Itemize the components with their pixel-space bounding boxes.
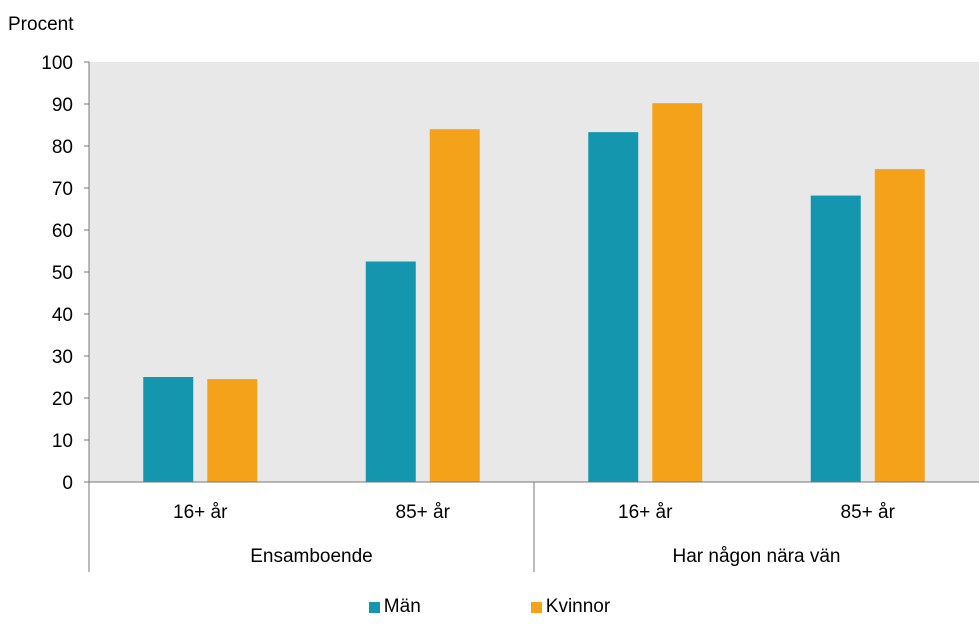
legend-item: Män [368, 596, 421, 618]
x-tick-label: 85+ år [841, 502, 896, 523]
y-tick-label: 100 [41, 53, 73, 74]
x-tick-label: 16+ år [618, 502, 673, 523]
y-tick-label: 0 [62, 473, 73, 494]
bar-män [588, 132, 639, 482]
bar-kvinnor [652, 103, 703, 482]
bar-kvinnor [207, 379, 258, 482]
legend-swatch [368, 601, 380, 613]
y-tick-label: 50 [52, 263, 73, 284]
legend-label: Kvinnor [545, 596, 611, 617]
x-group-label: Har någon nära vän [673, 546, 841, 567]
legend-item: Kvinnor [530, 596, 611, 618]
x-tick-label: 85+ år [396, 502, 451, 523]
y-tick-label: 80 [52, 137, 73, 158]
x-tick-label: 16+ år [173, 502, 228, 523]
y-tick-label: 40 [52, 305, 73, 326]
y-tick-label: 60 [52, 221, 73, 242]
y-tick-label: 30 [52, 347, 73, 368]
bar-män [810, 195, 861, 482]
bar-kvinnor [874, 169, 925, 482]
y-tick-label: 10 [52, 431, 73, 452]
bar-kvinnor [429, 129, 480, 482]
legend-label: Män [383, 596, 421, 617]
y-tick-label: 70 [52, 179, 73, 200]
bar-män [365, 261, 416, 482]
bars [143, 103, 925, 482]
y-tick-label: 90 [52, 95, 73, 116]
y-axis-label: Procent [8, 14, 74, 35]
y-axis: 0 10 20 30 40 50 60 70 80 90 100 [41, 53, 90, 494]
legend-swatch [530, 601, 542, 613]
x-group-label: Ensamboende [250, 546, 373, 567]
bar-män [143, 377, 194, 482]
legend: Män Kvinnor [0, 596, 979, 618]
x-axis: 16+ år 85+ år 16+ år 85+ år Ensamboende Har n… [88, 481, 979, 572]
y-tick-label: 20 [52, 389, 73, 410]
